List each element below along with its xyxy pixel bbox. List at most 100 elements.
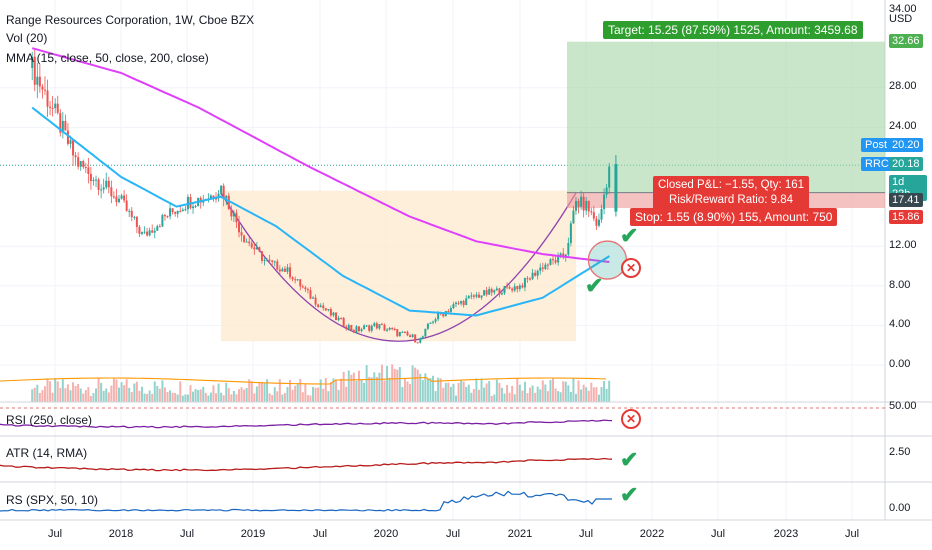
volume-bar xyxy=(74,385,77,402)
legend-vol[interactable]: Vol (20) xyxy=(6,31,48,45)
candle-body xyxy=(475,294,478,297)
entry-price-tag: 17.41 xyxy=(889,193,923,207)
volume-bar xyxy=(158,388,161,402)
candle-body xyxy=(332,312,335,316)
volume-bar xyxy=(202,386,205,402)
volume-bar xyxy=(419,373,422,402)
candle-body xyxy=(582,196,585,211)
atr-line xyxy=(0,457,613,472)
y-tick-34: 34.00 xyxy=(889,3,917,15)
candle-body xyxy=(227,195,230,209)
candle-body xyxy=(391,327,394,329)
candle-body xyxy=(329,309,332,316)
candle-body xyxy=(38,76,41,87)
candle-body xyxy=(66,130,69,144)
volume-bar xyxy=(442,387,445,402)
chart-title: Range Resources Corporation, 1W, Cboe BZ… xyxy=(6,13,255,27)
candle-body xyxy=(222,185,225,199)
volume-bar xyxy=(416,369,419,402)
volume-bar xyxy=(199,389,202,402)
legend-rs[interactable]: RS (SPX, 50, 10) xyxy=(6,493,99,507)
candle-body xyxy=(161,215,164,227)
volume-bar xyxy=(357,370,360,402)
x-tick-2022: 2022 xyxy=(639,528,665,540)
candle-body xyxy=(414,334,417,343)
candle-body xyxy=(324,308,327,311)
volume-bar xyxy=(171,392,174,402)
pane-separators[interactable] xyxy=(0,401,932,521)
candle-body xyxy=(375,323,378,329)
candle-body xyxy=(158,226,161,228)
candle-body xyxy=(306,289,309,291)
candle-body xyxy=(406,331,409,336)
candle-body xyxy=(128,210,131,212)
candle-body xyxy=(31,56,34,68)
volume-bar xyxy=(69,390,72,402)
volume-bar xyxy=(403,378,406,402)
candle-body xyxy=(335,312,338,321)
volume-bar xyxy=(383,380,386,402)
volume-bar xyxy=(209,392,212,402)
candle-body xyxy=(49,106,52,108)
candle-body xyxy=(426,323,429,329)
legend-atr[interactable]: ATR (14, RMA) xyxy=(6,446,88,460)
volume-bar xyxy=(289,379,292,402)
volume-bar xyxy=(544,384,547,402)
candle-body xyxy=(105,180,108,188)
candle-body xyxy=(467,296,470,299)
candle-body xyxy=(148,230,151,236)
x-tick-jul-2023: Jul xyxy=(844,528,860,540)
candle-body xyxy=(516,286,519,290)
candle-body xyxy=(370,325,373,331)
x-tick-jul-2018: Jul xyxy=(179,528,195,540)
candle-body xyxy=(562,253,565,258)
volume-bar xyxy=(472,389,475,402)
moving-averages xyxy=(31,47,628,317)
candle-body xyxy=(243,235,246,243)
volume-bar xyxy=(138,390,141,402)
candle-body xyxy=(89,173,92,182)
ma50-line xyxy=(31,106,610,317)
post-label: Post xyxy=(861,138,892,152)
candle-body xyxy=(281,268,284,272)
volume-bar xyxy=(409,384,412,402)
candle-body xyxy=(179,210,182,212)
volume-bar xyxy=(500,387,503,402)
candle-body xyxy=(312,297,315,299)
volume-bar xyxy=(393,368,396,402)
last-price-tag: 20.18 xyxy=(889,157,923,171)
candle-body xyxy=(299,279,302,287)
volume-bar xyxy=(281,394,284,402)
volume-bar xyxy=(217,383,220,402)
candle-body xyxy=(56,103,59,113)
volume-bar xyxy=(457,383,460,402)
volume-bar xyxy=(327,391,330,402)
legend-mma[interactable]: MMA (15, close, 50, close, 200, close) xyxy=(6,51,209,65)
candle-body xyxy=(209,195,212,200)
candle-body xyxy=(447,310,450,312)
ma200-line xyxy=(31,47,610,263)
candle-body xyxy=(112,196,115,198)
candle-body xyxy=(347,324,350,330)
candle-body xyxy=(587,200,590,212)
candle-body xyxy=(401,331,404,333)
candle-body xyxy=(388,327,391,330)
volume-bar xyxy=(97,378,100,402)
y-tick-8: 8.00 xyxy=(889,279,911,291)
volume-bar xyxy=(230,394,233,402)
candle-body xyxy=(368,325,371,331)
stop-price-tag: 15.86 xyxy=(889,210,923,224)
candle-body xyxy=(84,166,87,168)
volume-bar xyxy=(235,394,238,402)
volume-bar xyxy=(386,365,389,402)
volume-bar xyxy=(508,392,511,402)
candle-body xyxy=(317,304,320,307)
candle-body xyxy=(567,243,570,255)
indicator-panes xyxy=(0,407,885,512)
candle-body xyxy=(51,107,54,109)
volume-bar xyxy=(470,392,473,402)
volume-bar xyxy=(511,385,514,402)
legend-rsi[interactable]: RSI (250, close) xyxy=(6,413,93,427)
candle-body xyxy=(429,322,432,324)
